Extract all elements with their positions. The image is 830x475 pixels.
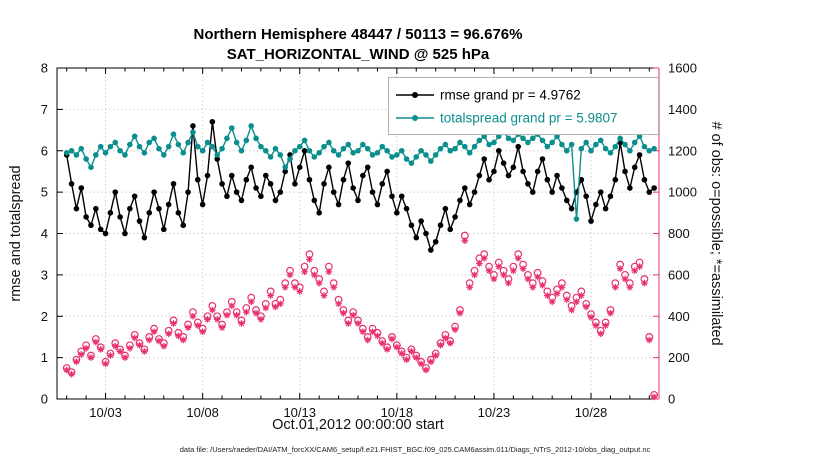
- left-tick-label: 0: [41, 392, 48, 407]
- x-tick-label: 10/18: [381, 405, 414, 420]
- left-tick-label: 6: [41, 143, 48, 158]
- totalspread-series: [63, 123, 657, 222]
- legend-rmse-label: rmse grand pr = 4.9762: [440, 88, 581, 103]
- right-tick-label: 1400: [668, 102, 697, 117]
- left-tick-label: 2: [41, 309, 48, 324]
- left-tick-label: 4: [41, 226, 48, 241]
- legend: rmse grand pr = 4.9762 totalspread grand…: [388, 77, 659, 135]
- data-file-caption: data file: /Users/raeder/DAI/ATM_forcXX/…: [180, 445, 651, 454]
- x-tick-labels: 10/03 10/08 10/13 10/18 10/23 10/28: [89, 405, 607, 420]
- x-tick-label: 10/28: [575, 405, 608, 420]
- right-tick-label: 1600: [668, 61, 697, 76]
- legend-totalspread-marker: [412, 115, 418, 121]
- right-tick-label: 400: [668, 309, 690, 324]
- legend-totalspread-label: totalspread grand pr = 5.9807: [440, 111, 618, 126]
- right-tick-labels: 0 200 400 600 800 1000 1200 1400 1600: [668, 61, 697, 407]
- left-y-axis-label: rmse and totalspread: [8, 165, 24, 301]
- x-tick-label: 10/08: [186, 405, 219, 420]
- right-tick-label: 1200: [668, 143, 697, 158]
- axis-ticks: [57, 67, 650, 400]
- right-tick-label: 1000: [668, 185, 697, 200]
- right-tick-label: 0: [668, 392, 675, 407]
- observations-possible-series: [62, 231, 659, 399]
- left-tick-label: 5: [41, 185, 48, 200]
- chart-title-line1: Northern Hemisphere 48447 / 50113 = 96.6…: [194, 26, 523, 43]
- left-tick-label: 7: [41, 102, 48, 117]
- x-tick-label: 10/13: [283, 405, 316, 420]
- x-tick-label: 10/23: [478, 405, 511, 420]
- legend-rmse-marker: [412, 92, 418, 98]
- x-axis-label: Oct.01,2012 00:00:00 start: [272, 417, 444, 433]
- right-y-axis-label: # of obs: o=possible; *=assimilated: [708, 121, 724, 345]
- left-tick-labels: 0 1 2 3 4 5 6 7 8: [41, 61, 48, 407]
- rmse-line: [66, 121, 655, 252]
- plot-area: 10/03 10/08 10/13 10/18 10/23 10/280123456780…: [41, 61, 697, 421]
- x-tick-label: 10/03: [89, 405, 122, 420]
- observations-assimilated-series: [63, 237, 658, 401]
- legend-box: [388, 77, 659, 135]
- right-tick-label: 600: [668, 267, 690, 282]
- left-tick-label: 3: [41, 267, 48, 282]
- right-tick-label: 200: [668, 350, 690, 365]
- chart-title-line2: SAT_HORIZONTAL_WIND @ 525 hPa: [227, 46, 490, 63]
- right-tick-label: 800: [668, 226, 690, 241]
- left-tick-label: 1: [41, 350, 48, 365]
- left-tick-label: 8: [41, 61, 48, 76]
- rmse-series: [63, 118, 657, 253]
